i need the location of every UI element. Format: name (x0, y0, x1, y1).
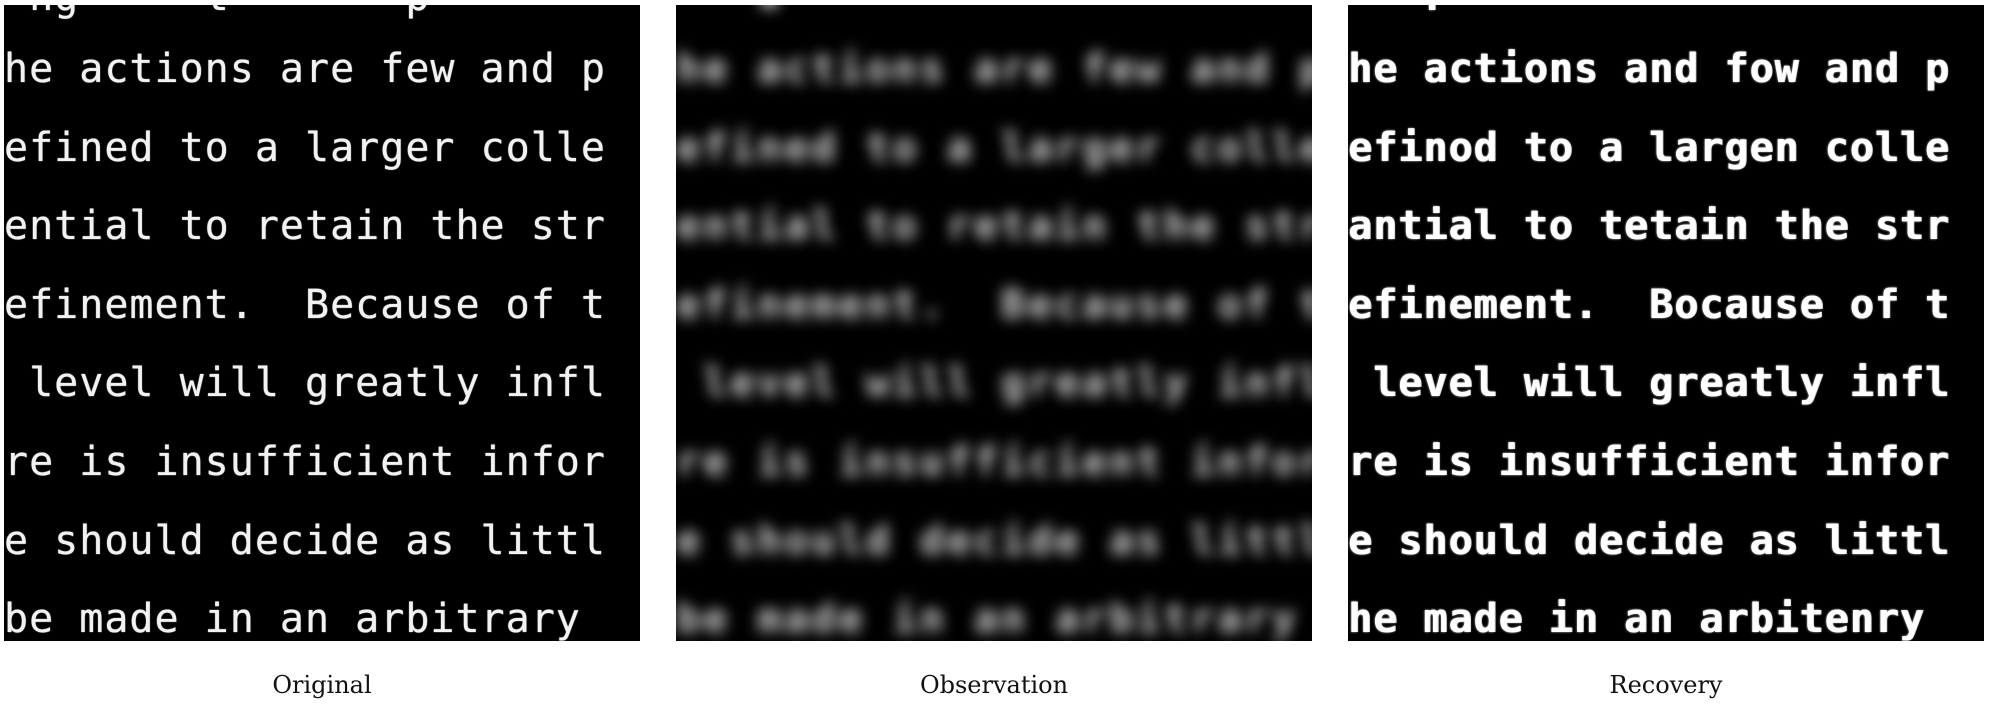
text-line: he actions and fow and p (1348, 46, 1950, 92)
text-line: level will greatly infl (1348, 360, 1950, 406)
text-line: efinement. Because of t (4, 282, 606, 328)
text-line: efinement. Because of t (676, 282, 1312, 328)
text-line: be made in an arbitrary (676, 596, 1312, 641)
text-line: ential to retain the str (4, 203, 606, 249)
text-line: e should decide as littl (4, 518, 606, 564)
text-line: r (1348, 5, 1724, 17)
text-line: re is insufficient infor (676, 439, 1312, 485)
recovery-image-panel: r he actions and fow and p efinod to a l… (1348, 5, 1984, 641)
original-text-block: ng t p he actions are few and p efined t… (4, 5, 640, 641)
text-line: efined to a larger colle (676, 125, 1312, 171)
original-image-panel: ng t p he actions are few and p efined t… (4, 5, 640, 641)
text-line: re is insufficient infor (4, 439, 606, 485)
text-line: he actions are few and p (4, 46, 606, 92)
text-line: efinod to a largen colle (1348, 125, 1950, 171)
text-line: efined to a larger colle (4, 125, 606, 171)
text-line: ▪ (676, 5, 974, 17)
text-line: he actions are few and p (676, 46, 1312, 92)
observation-caption: Observation (919, 671, 1069, 699)
text-line: level will greatly infl (4, 360, 606, 406)
original-caption: Original (272, 671, 372, 699)
text-line: efinement. Bocause of t (1348, 282, 1950, 328)
text-line: level will greatly infl (676, 360, 1312, 406)
text-line: ential to retain the str (676, 203, 1312, 249)
observation-blurred-text-block: ▪ he actions are few and p efined to a l… (676, 5, 1312, 641)
text-line: be made in an arbitrary (4, 596, 606, 641)
recovery-text-block: r he actions and fow and p efinod to a l… (1348, 5, 1984, 641)
text-line: ng t p (4, 5, 430, 17)
text-line: e should decide as littl (1348, 518, 1950, 564)
observation-image-panel: ▪ he actions are few and p efined to a l… (676, 5, 1312, 641)
text-line: he made in an arbitenry (1348, 596, 1950, 641)
recovery-caption: Recovery (1609, 671, 1723, 699)
text-line: re is insufficient infor (1348, 439, 1950, 485)
text-line: antial to tetain the str (1348, 203, 1950, 249)
text-line: e should decide as littl (676, 518, 1312, 564)
